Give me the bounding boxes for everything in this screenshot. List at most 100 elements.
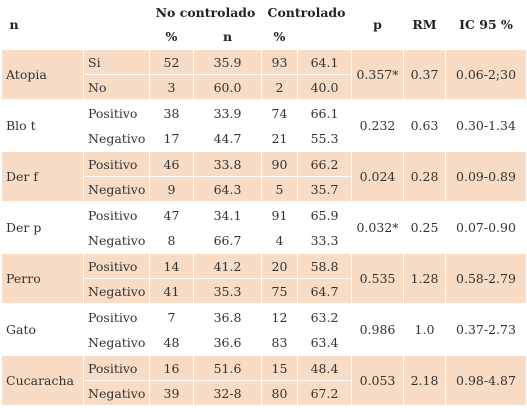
table-row: Negativo 39 32-8 80 67.2 [2, 380, 527, 406]
no-controlado-n: 16 [149, 354, 194, 381]
controlado-header: Controlado [267, 4, 346, 20]
table-row: Perro Positivo 14 41.2 20 58.8 0.535 1.28 0.58-2… [1, 252, 527, 305]
variable-label: Der p [1, 201, 84, 254]
table-row: Negativo 48 36.6 83 63.4 [2, 329, 527, 356]
no-controlado-n: 52 [149, 48, 194, 75]
no-controlado-n: 41 [149, 278, 194, 305]
rm-header: RM [412, 16, 437, 32]
p-value: 0.535 [351, 252, 404, 305]
p-value: 0.986 [351, 303, 404, 356]
category-label: Negativo [83, 176, 150, 203]
no-controlado-pct: 35.9 [193, 48, 262, 75]
variable-label: Blo t [1, 99, 84, 152]
controlado-pct: 40.0 [297, 74, 352, 101]
table-row: Negativo 17 44.7 21 55.3 [2, 125, 527, 152]
no-controlado-pct: 35.3 [193, 278, 262, 305]
no-controlado-header: No controlado [155, 4, 256, 20]
ic-value: 0.09-0.89 [445, 150, 527, 203]
rm-value: 2.18 [403, 354, 446, 406]
table-row: Der f Positivo 46 33.8 90 66.2 0.024 0.28 0.09-0… [1, 150, 527, 203]
ic-header: IC 95 % [459, 16, 513, 32]
category-label: No [83, 74, 150, 101]
p-header: p [373, 16, 382, 32]
ic-value: 0.37-2.73 [445, 303, 527, 356]
no-controlado-pct: 60.0 [193, 74, 262, 101]
category-label: Positivo [83, 99, 150, 126]
no-controlado-pct: 44.7 [193, 125, 262, 152]
header-row-1: n No controlado Controlado p RM IC 95 % [2, 0, 527, 32]
variable-label: Gato [1, 303, 84, 356]
controlado-pct: 33.3 [297, 227, 352, 254]
controlado-n: 20 [261, 252, 298, 279]
controlado-n: 15 [261, 354, 298, 381]
controlado-n: 80 [261, 380, 298, 406]
table-row: Cucaracha Positivo 16 51.6 15 48.4 0.053 2.18 0.… [1, 354, 527, 406]
table-row: Atopia Si 52 35.9 93 64.1 0.357* 0.37 0.06-2;30 [1, 48, 527, 101]
category-label: Si [83, 48, 150, 75]
table-row: Der p Positivo 47 34.1 91 65.9 0.032* 0.25 0.07-… [1, 201, 527, 254]
pct-subheader: % [273, 28, 286, 44]
controlado-n: 91 [261, 201, 298, 228]
ic-value: 0.30-1.34 [445, 99, 527, 152]
controlado-pct: 55.3 [297, 125, 352, 152]
controlado-n: 2 [261, 74, 298, 101]
p-value: 0.232 [351, 99, 404, 152]
rm-value: 1.0 [403, 303, 446, 356]
variable-header: n [9, 16, 19, 32]
category-label: Positivo [83, 354, 150, 381]
category-label: Positivo [83, 303, 150, 330]
rm-value: 1.28 [403, 252, 446, 305]
variable-label: Perro [1, 252, 84, 305]
no-controlado-pct: 36.6 [193, 329, 262, 356]
no-controlado-n: 14 [149, 252, 194, 279]
category-label: Negativo [83, 278, 150, 305]
rm-value: 0.63 [403, 99, 446, 152]
controlado-pct: 35.7 [297, 176, 352, 203]
variable-label: Cucaracha [1, 354, 84, 406]
no-controlado-pct: 34.1 [193, 201, 262, 228]
rm-value: 0.28 [403, 150, 446, 203]
controlado-n: 75 [261, 278, 298, 305]
controlado-n: 90 [261, 150, 298, 177]
no-controlado-pct: 36.8 [193, 303, 262, 330]
no-controlado-n: 46 [149, 150, 194, 177]
controlado-n: 4 [261, 227, 298, 254]
controlado-pct: 67.2 [297, 380, 352, 406]
variable-label: Der f [1, 150, 84, 203]
rm-value: 0.25 [403, 201, 446, 254]
no-controlado-pct: 41.2 [193, 252, 262, 279]
controlado-pct: 64.7 [297, 278, 352, 305]
controlado-n: 21 [261, 125, 298, 152]
ic-value: 0.98-4.87 [445, 354, 527, 406]
controlado-pct: 66.2 [297, 150, 352, 177]
category-label: Negativo [83, 380, 150, 406]
p-value: 0.357* [351, 48, 404, 101]
table-row: Negativo 9 64.3 5 35.7 [2, 176, 527, 203]
controlado-pct: 63.2 [297, 303, 352, 330]
pct-subheader: % [165, 28, 178, 44]
category-label: Negativo [83, 125, 150, 152]
table-row: Blo t Positivo 38 33.9 74 66.1 0.232 0.63 0.30-1… [1, 99, 527, 152]
no-controlado-n: 7 [149, 303, 194, 330]
no-controlado-n: 38 [149, 99, 194, 126]
no-controlado-pct: 66.7 [193, 227, 262, 254]
rm-value: 0.37 [403, 48, 446, 101]
no-controlado-pct: 33.8 [193, 150, 262, 177]
p-value: 0.024 [351, 150, 404, 203]
category-label: Positivo [83, 150, 150, 177]
p-value: 0.032* [351, 201, 404, 254]
variable-label: Atopia [1, 48, 84, 101]
table-row: Gato Positivo 7 36.8 12 63.2 0.986 1.0 0.37-2.73 [1, 303, 527, 356]
category-label: Negativo [83, 329, 150, 356]
controlado-n: 12 [261, 303, 298, 330]
p-value: 0.053 [351, 354, 404, 406]
category-label: Positivo [83, 252, 150, 279]
header-row-2: % n % [2, 24, 527, 49]
no-controlado-n: 17 [149, 125, 194, 152]
no-controlado-n: 9 [149, 176, 194, 203]
no-controlado-n: 47 [149, 201, 194, 228]
table-body: Atopia Si 52 35.9 93 64.1 0.357* 0.37 0.06-2;30 N… [1, 48, 527, 406]
controlado-pct: 64.1 [297, 48, 352, 75]
category-label: Negativo [83, 227, 150, 254]
no-controlado-n: 3 [149, 74, 194, 101]
